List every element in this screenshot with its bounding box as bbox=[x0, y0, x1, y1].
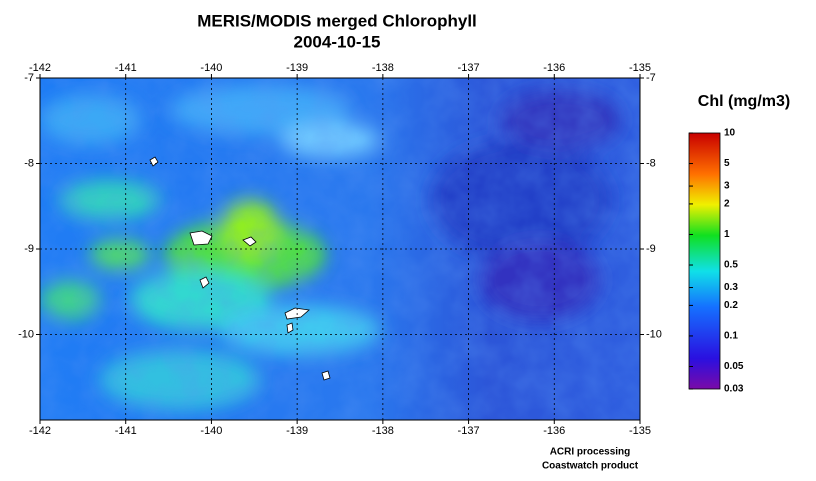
colorbar-label: 0.3 bbox=[724, 282, 738, 293]
colorbar-label: 0.03 bbox=[724, 384, 744, 395]
lat-label: -8 bbox=[646, 157, 656, 169]
credit: ACRI processing bbox=[550, 447, 631, 458]
colorbar-label: 0.1 bbox=[724, 331, 738, 342]
lon-label: -136 bbox=[543, 62, 565, 74]
lat-label: -7 bbox=[24, 72, 34, 84]
colorbar-label: 0.2 bbox=[724, 300, 738, 311]
credit: Coastwatch product bbox=[542, 461, 639, 472]
colorbar-label: 3 bbox=[724, 181, 730, 192]
lon-label: -142 bbox=[29, 425, 51, 437]
lat-label: -10 bbox=[646, 328, 662, 340]
lon-label: -138 bbox=[372, 425, 394, 437]
map-frame bbox=[39, 77, 641, 421]
colorbar bbox=[688, 132, 721, 390]
lon-label: -136 bbox=[543, 425, 565, 437]
colorbar-label: 10 bbox=[724, 128, 736, 139]
lat-label: -8 bbox=[24, 157, 34, 169]
colorbar-label: 0.5 bbox=[724, 260, 738, 271]
lat-label: -9 bbox=[646, 243, 656, 255]
title: MERIS/MODIS merged Chlorophyll bbox=[197, 11, 477, 30]
lon-label: -141 bbox=[115, 62, 137, 74]
lon-label: -135 bbox=[629, 425, 651, 437]
lat-label: -9 bbox=[24, 243, 34, 255]
date: 2004-10-15 bbox=[294, 32, 381, 51]
lon-label: -140 bbox=[200, 62, 222, 74]
lat-label: -7 bbox=[646, 72, 656, 84]
lon-label: -138 bbox=[372, 62, 394, 74]
colorbar-title: Chl (mg/m3) bbox=[698, 93, 790, 110]
lon-label: -139 bbox=[286, 425, 308, 437]
lon-label: -135 bbox=[629, 62, 651, 74]
colorbar-label: 5 bbox=[724, 158, 730, 169]
colorbar-label: 2 bbox=[724, 199, 730, 210]
lon-label: -139 bbox=[286, 62, 308, 74]
lon-label: -140 bbox=[200, 425, 222, 437]
lon-label: -137 bbox=[458, 425, 480, 437]
colorbar-label: 0.05 bbox=[724, 361, 744, 372]
lon-label: -141 bbox=[115, 425, 137, 437]
lat-label: -10 bbox=[18, 328, 34, 340]
lon-label: -142 bbox=[29, 62, 51, 74]
colorbar-label: 1 bbox=[724, 229, 730, 240]
lon-label: -137 bbox=[458, 62, 480, 74]
